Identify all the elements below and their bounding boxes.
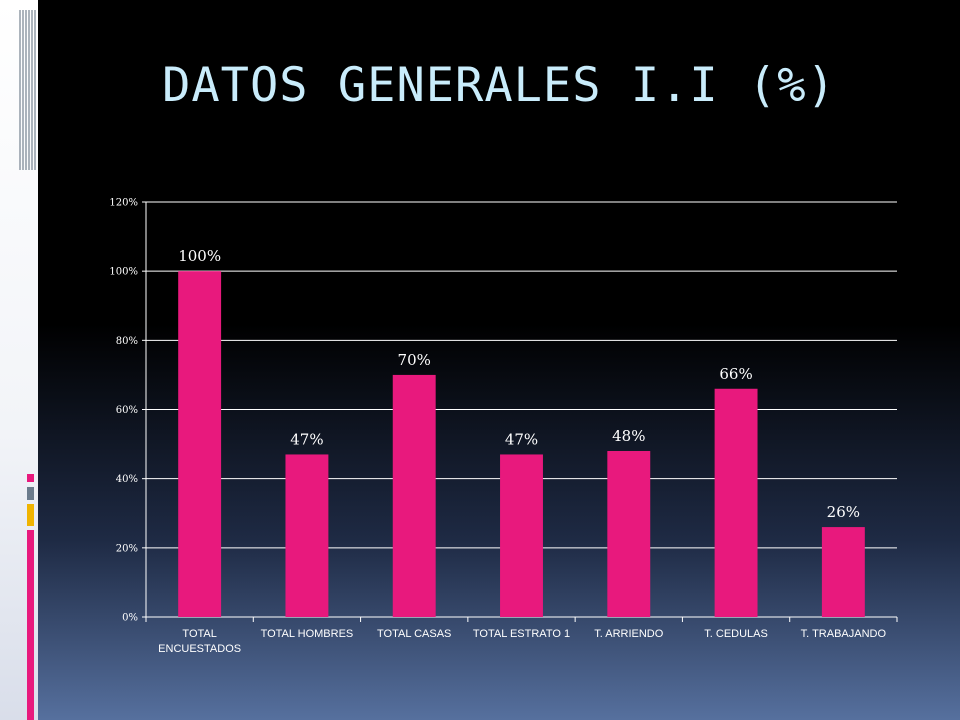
category-label: T. TRABAJANDO: [801, 628, 887, 640]
bar: [607, 451, 651, 617]
data-label: 70%: [398, 351, 431, 369]
category-label: ENCUESTADOS: [158, 643, 241, 655]
bar: [178, 271, 222, 617]
y-tick-label: 80%: [116, 336, 138, 347]
slide-title: DATOS GENERALES I.I (%): [162, 58, 836, 113]
category-label: TOTAL CASAS: [377, 628, 451, 640]
category-label: TOTAL HOMBRES: [261, 628, 354, 640]
accent-pink-top: [27, 474, 34, 482]
category-label: TOTAL: [182, 628, 216, 640]
accent-pink-long: [27, 530, 34, 720]
bar: [821, 527, 865, 617]
data-label: 47%: [505, 430, 538, 448]
category-label: T. ARRIENDO: [594, 628, 664, 640]
category-label: T. CEDULAS: [704, 628, 768, 640]
category-label: TOTAL ESTRATO 1: [473, 628, 570, 640]
data-label: 47%: [290, 430, 323, 448]
bar: [500, 454, 543, 617]
y-tick-label: 20%: [116, 543, 138, 554]
data-label: 66%: [719, 365, 752, 383]
y-tick-label: 40%: [116, 474, 138, 485]
data-label: 100%: [178, 247, 221, 265]
data-label: 48%: [612, 427, 645, 445]
bar: [714, 388, 758, 617]
accent-gold: [27, 504, 34, 526]
accent-slate: [27, 487, 34, 500]
y-tick-label: 100%: [109, 267, 138, 278]
decorative-lines-icon: [19, 10, 36, 170]
y-tick-label: 60%: [116, 405, 138, 416]
y-tick-label: 120%: [109, 198, 138, 209]
data-label: 26%: [827, 503, 860, 521]
y-tick-label: 0%: [122, 613, 138, 624]
bar-chart: 0% 20% 40% 60% 80% 100% 120% 100% TOTAL ENCUESTAD…: [109, 198, 898, 655]
bar: [392, 374, 436, 617]
bar: [285, 454, 329, 617]
